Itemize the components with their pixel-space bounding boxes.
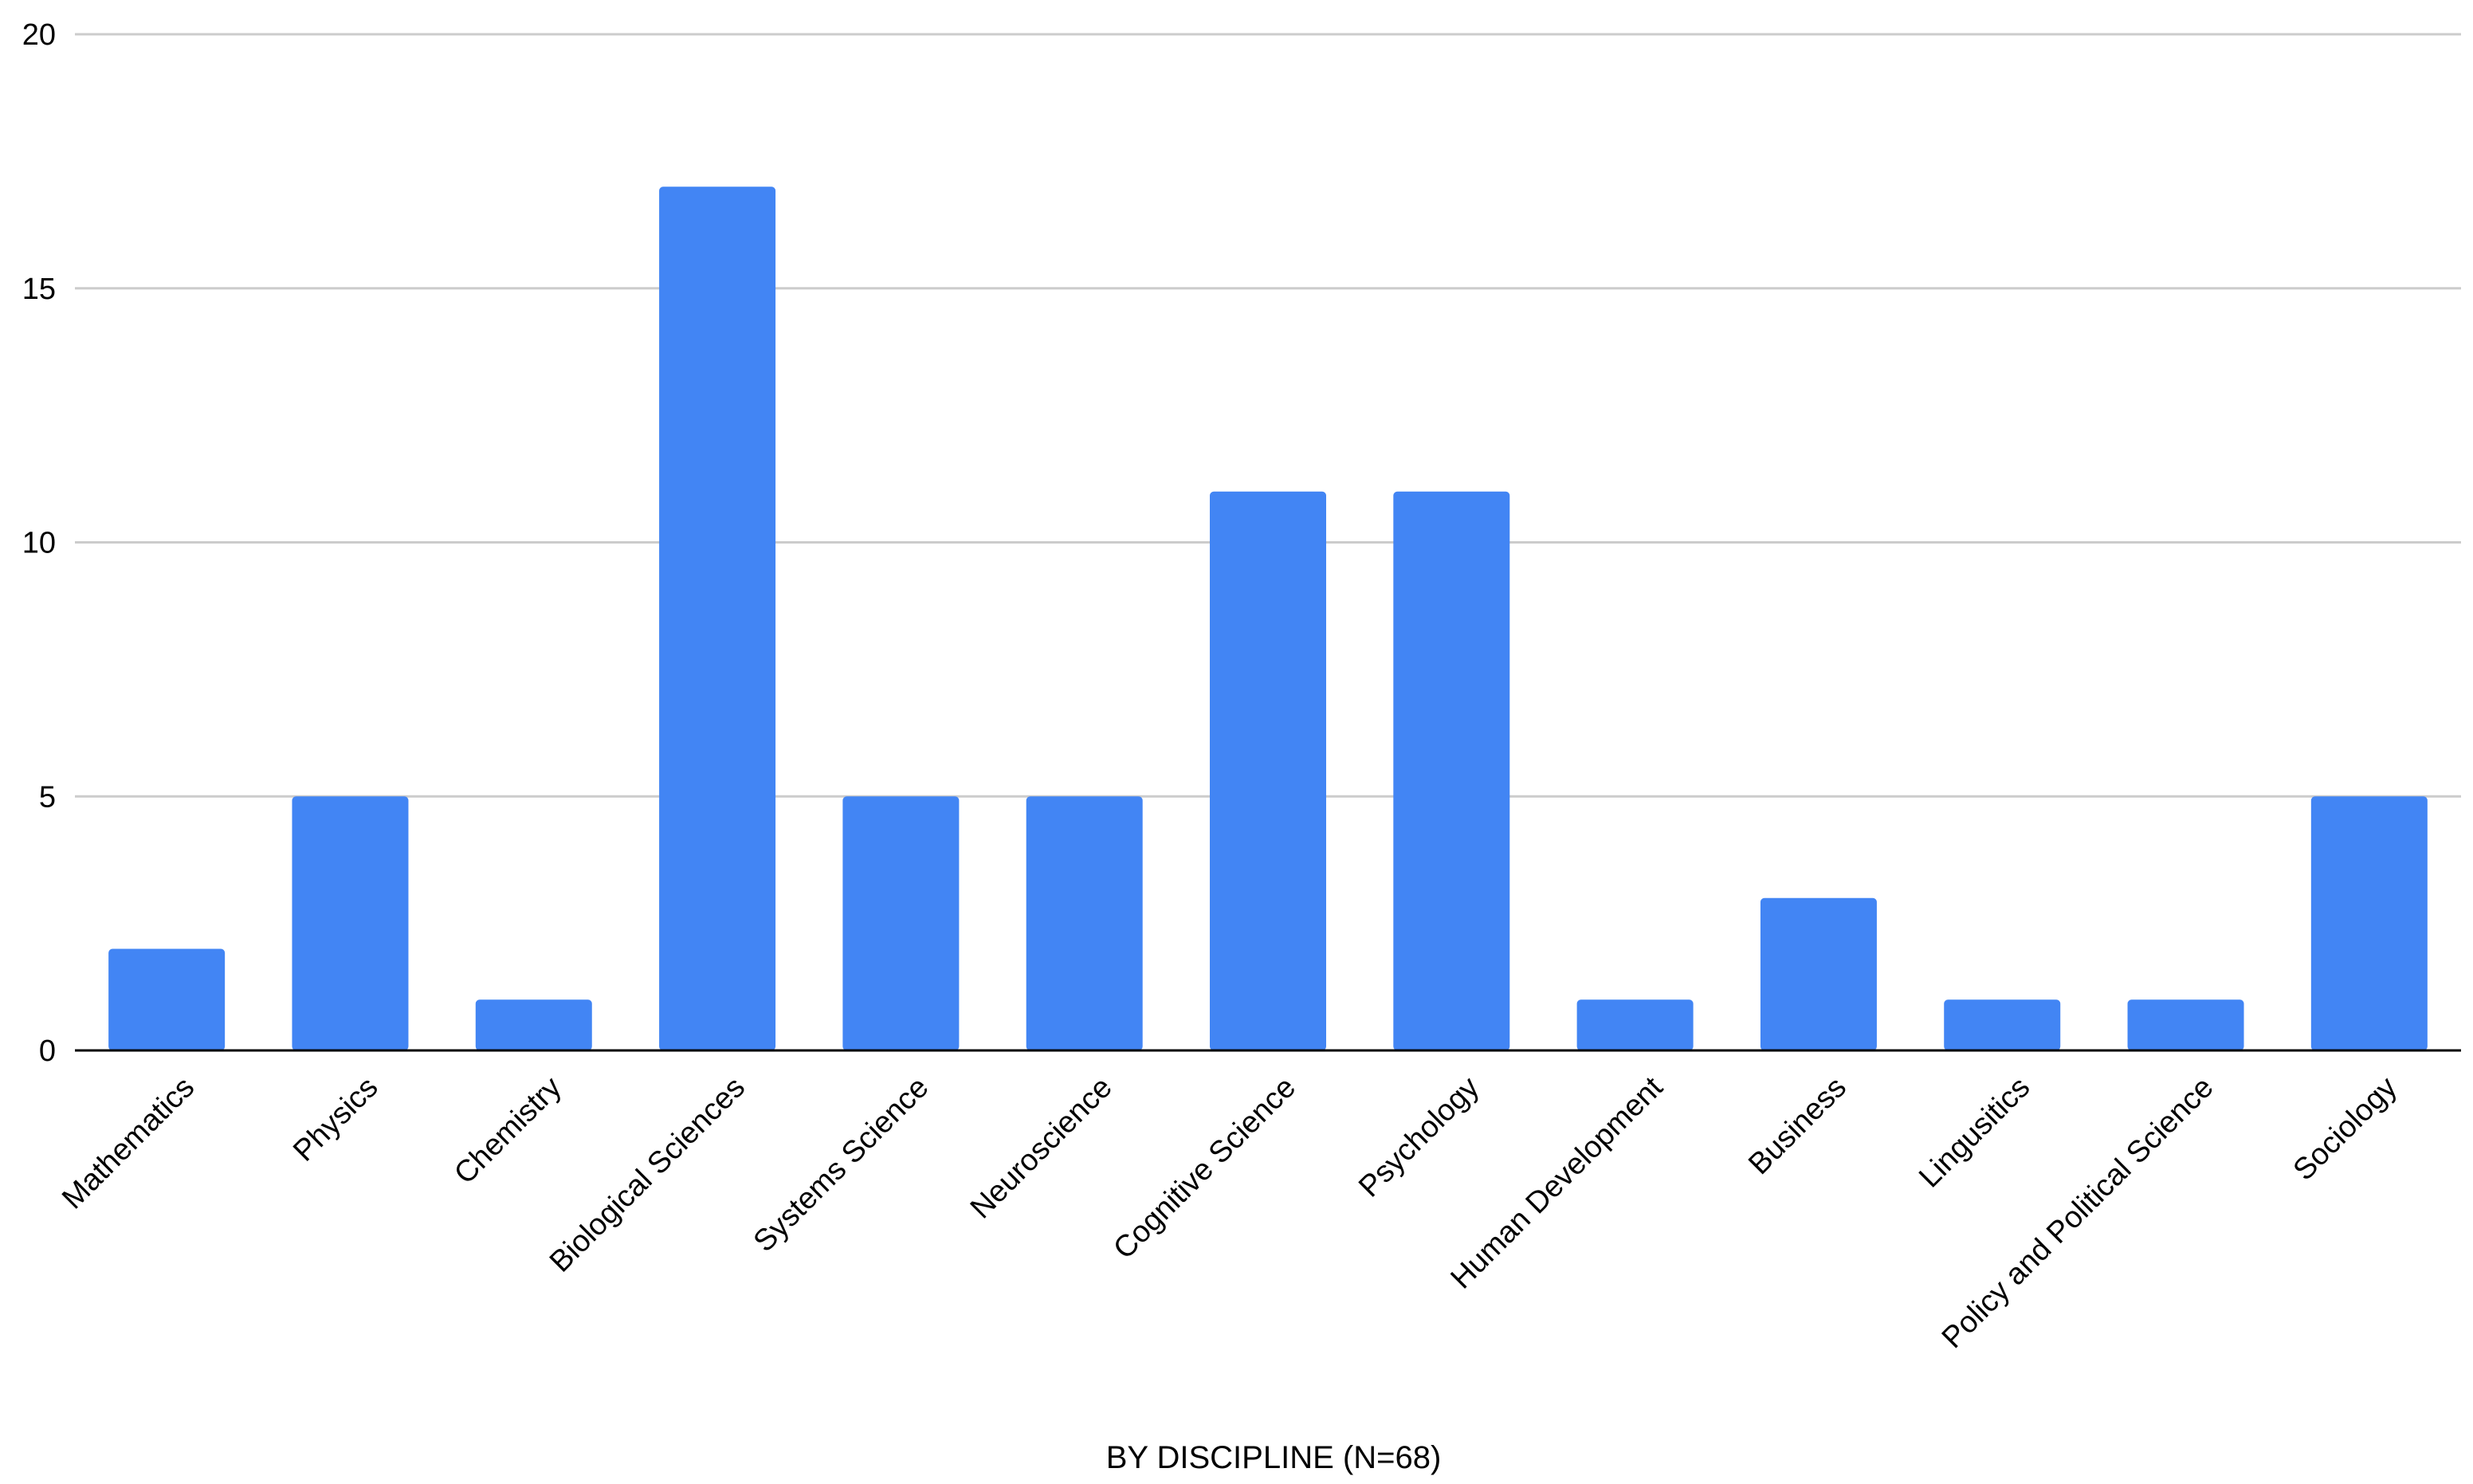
x-category-label: Cognitive Science [1107,1070,1302,1266]
y-tick-label: 15 [22,273,56,306]
x-category-label: Physics [287,1070,384,1168]
x-category-label: Human Development [1445,1070,1670,1295]
bar-physics [292,796,409,1050]
bar-neuroscience [1026,796,1143,1050]
x-category-label: Biological Sciences [544,1070,752,1278]
y-tick-label: 0 [39,1034,56,1068]
bar-chemistry [475,999,592,1050]
bar-policy-and-political-science [2127,999,2244,1050]
bar-mathematics [108,948,226,1050]
y-tick-label: 20 [22,18,56,52]
x-category-label: Lingusitics [1913,1070,2036,1194]
x-category-label: Systems Science [748,1070,936,1258]
y-axis-tick-labels: 0 5 10 15 20 [22,18,56,1068]
bar-systems-science [842,796,960,1050]
bar-psychology [1393,491,1510,1050]
y-tick-label: 5 [39,780,56,814]
bar-biological-sciences [659,186,776,1050]
bar-sociology [2310,796,2428,1050]
bar-cognitive-science [1210,491,1326,1050]
y-tick-label: 10 [22,527,56,560]
x-category-label: Psychology [1352,1070,1486,1203]
x-category-label: Chemistry [448,1070,568,1191]
x-category-label: Business [1742,1070,1853,1181]
bar-business [1760,897,1877,1050]
x-category-label: Mathematics [56,1070,201,1215]
x-category-label: Sociology [2287,1070,2404,1187]
x-category-label: Neuroscience [964,1070,1119,1225]
bars [108,186,2428,1050]
bar-human-development [1576,999,1694,1050]
bar-lingusitics [1944,999,2061,1050]
x-axis-title: BY DISCIPLINE (N=68) [1106,1440,1442,1475]
